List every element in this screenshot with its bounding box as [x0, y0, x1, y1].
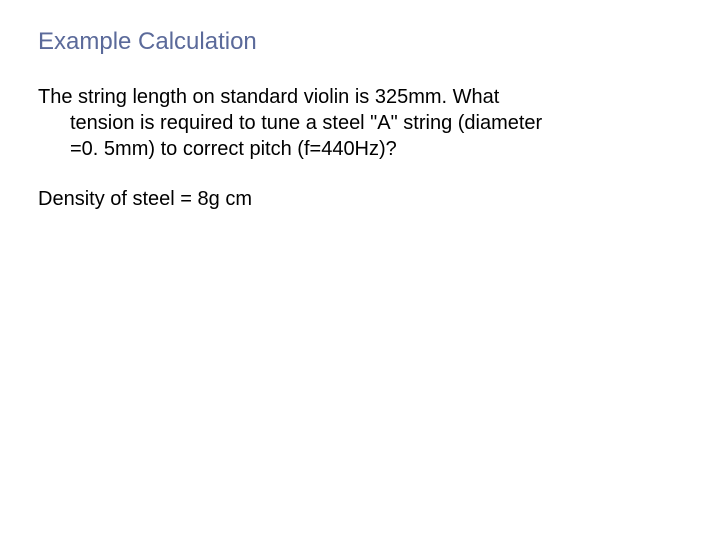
problem-line-1: The string length on standard violin is …	[38, 86, 499, 108]
problem-line-3: =0. 5mm) to correct pitch (f=440Hz)?	[38, 136, 682, 162]
problem-line-2: tension is required to tune a steel "A" …	[38, 110, 682, 136]
problem-statement: The string length on standard violin is …	[38, 84, 682, 162]
slide-title: Example Calculation	[38, 28, 682, 56]
density-statement: Density of steel = 8g cm	[38, 186, 682, 212]
